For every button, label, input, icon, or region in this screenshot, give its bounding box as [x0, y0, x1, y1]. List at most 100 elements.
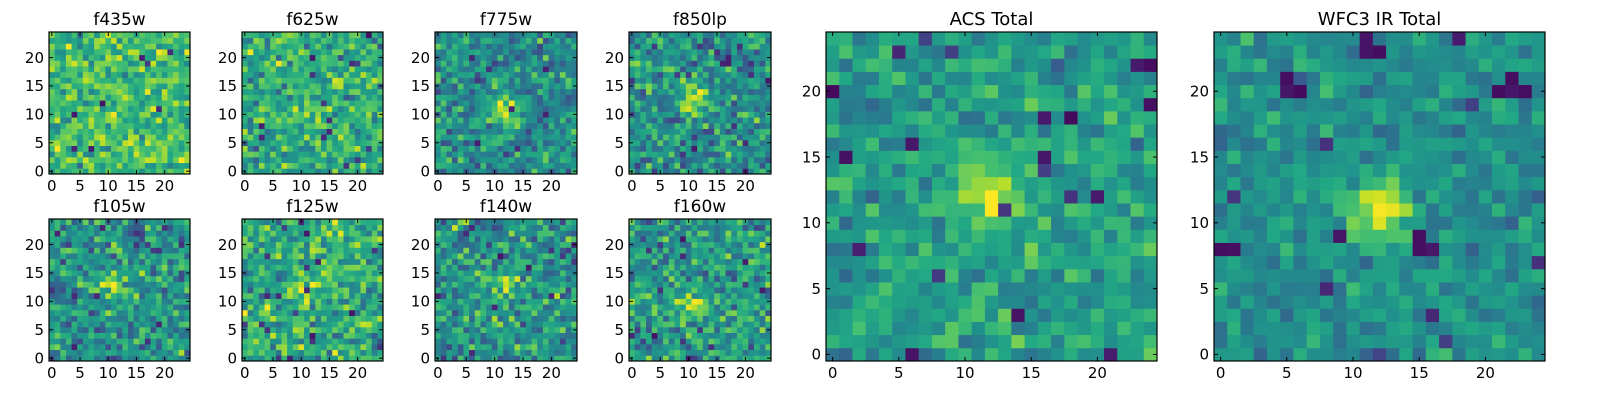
y-tick-label: 0 — [614, 162, 624, 180]
heatmap-cell — [440, 83, 447, 90]
heatmap-cell — [491, 332, 498, 339]
heatmap-cell — [531, 151, 538, 158]
heatmap-cell — [270, 304, 277, 311]
heatmap-cell — [309, 287, 316, 294]
heatmap-cell — [366, 332, 373, 339]
heatmap-cell — [275, 134, 282, 141]
heatmap-cell — [674, 111, 681, 118]
heatmap-cell — [371, 230, 378, 237]
heatmap-cell — [457, 111, 464, 118]
heatmap-cell — [304, 287, 311, 294]
heatmap-cell — [753, 343, 761, 351]
heatmap-cell — [184, 321, 191, 328]
heatmap-cell — [127, 168, 134, 175]
heatmap-cell — [77, 304, 84, 311]
heatmap-cell — [360, 241, 367, 248]
heatmap-cell — [309, 37, 316, 44]
heatmap-cell — [714, 281, 721, 288]
heatmap-cell — [486, 253, 493, 260]
heatmap-cell — [503, 168, 510, 175]
heatmap-cell — [452, 224, 459, 231]
heatmap-cell — [435, 134, 442, 141]
heatmap-cell — [685, 343, 692, 351]
heatmap-cell — [71, 304, 78, 311]
heatmap-cell — [452, 83, 459, 90]
heatmap-cell — [332, 230, 339, 237]
heatmap-cell — [178, 94, 185, 101]
heatmap-cell — [281, 281, 288, 288]
heatmap-cell — [508, 37, 515, 44]
heatmap-cell — [440, 224, 447, 231]
heatmap-cell — [731, 304, 738, 311]
heatmap-cell — [144, 247, 151, 254]
heatmap-cell — [719, 275, 726, 282]
heatmap-cell — [281, 43, 288, 50]
heatmap-cell — [309, 253, 316, 260]
heatmap-cell — [161, 292, 168, 299]
heatmap-cell — [360, 343, 367, 351]
heatmap-cell — [503, 343, 510, 351]
heatmap-cell — [292, 77, 299, 84]
heatmap-cell — [736, 355, 743, 362]
heatmap-cell — [554, 139, 561, 146]
heatmap-cell — [60, 230, 67, 237]
heatmap-cell — [281, 88, 288, 95]
heatmap-cell — [554, 264, 561, 271]
heatmap-cell — [133, 292, 140, 299]
heatmap-cell — [360, 304, 367, 311]
heatmap-cell — [503, 247, 510, 254]
heatmap-cell — [629, 71, 636, 78]
heatmap-cell — [565, 230, 572, 237]
heatmap-cell — [167, 94, 174, 101]
heatmap-cell — [371, 139, 378, 146]
heatmap-cell — [674, 287, 681, 294]
heatmap-cell — [520, 315, 527, 322]
heatmap-cell — [554, 236, 561, 243]
heatmap-cell — [366, 355, 373, 362]
heatmap-cell — [247, 151, 254, 158]
heatmap-cell — [337, 326, 344, 333]
heatmap-cell — [144, 292, 151, 299]
heatmap-cell — [708, 77, 715, 84]
heatmap-cell — [742, 151, 749, 158]
heatmap-cell — [360, 168, 367, 175]
heatmap-cell — [281, 49, 288, 56]
heatmap-cell — [446, 236, 453, 243]
heatmap-cell — [354, 343, 361, 351]
heatmap-cell — [354, 117, 361, 124]
heatmap-cell — [753, 43, 761, 50]
heatmap-cell — [332, 122, 339, 129]
heatmap-cell — [629, 304, 636, 311]
heatmap-cell — [337, 304, 344, 311]
heatmap-cell — [674, 281, 681, 288]
heatmap-cell — [88, 258, 95, 265]
heatmap-cell — [542, 105, 549, 112]
heatmap-cell — [731, 134, 738, 141]
heatmap-cell — [457, 326, 464, 333]
heatmap-cell — [320, 281, 327, 288]
heatmap-cell — [127, 94, 134, 101]
heatmap-cell — [435, 71, 442, 78]
heatmap-cell — [366, 139, 373, 146]
heatmap-cell — [82, 128, 89, 135]
heatmap-cell — [714, 298, 721, 305]
heatmap-cell — [122, 292, 129, 299]
heatmap-cell — [759, 100, 766, 107]
heatmap-cell — [127, 241, 134, 248]
heatmap-cell — [304, 94, 311, 101]
heatmap-cell — [753, 338, 761, 345]
heatmap-cell — [753, 128, 761, 135]
heatmap-cell — [111, 156, 118, 164]
heatmap-cell — [77, 83, 84, 90]
heatmap-cell — [167, 315, 174, 322]
heatmap-cell — [173, 332, 180, 339]
heatmap-cell — [337, 287, 344, 294]
heatmap-cell — [304, 219, 311, 226]
heatmap-cell — [668, 83, 675, 90]
heatmap-cell — [161, 281, 168, 288]
heatmap-cell — [144, 321, 151, 328]
heatmap-cell — [685, 162, 692, 169]
heatmap-cell — [349, 117, 356, 124]
heatmap-cell — [82, 88, 89, 95]
heatmap-cell — [759, 117, 766, 124]
